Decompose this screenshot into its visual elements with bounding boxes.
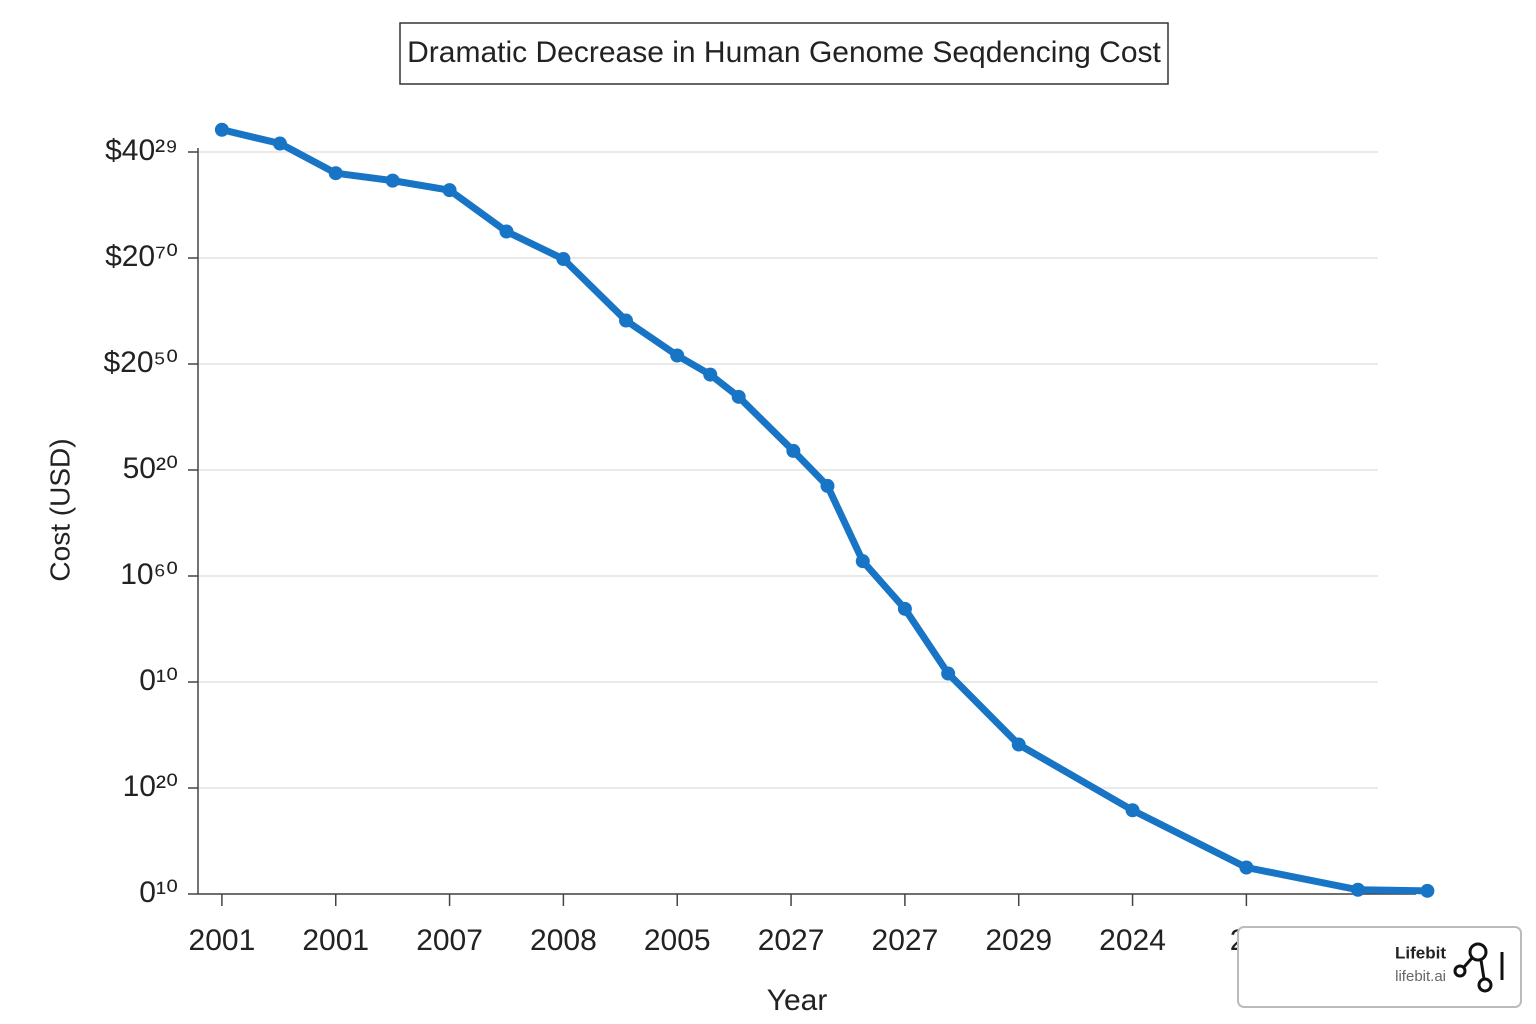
x-tick-label: 2001 [189,924,256,957]
data-point [703,367,718,382]
chart-title: Dramatic Decrease in Human Genome Seqden… [407,36,1161,69]
data-point [556,252,571,267]
y-tick-label: 10²⁰ [123,770,178,803]
y-tick-label: 0¹⁰ [139,876,178,909]
data-point [1420,883,1435,898]
x-tick-label: 2029 [985,924,1052,957]
logo-box [1237,926,1522,1008]
data-point [855,554,870,569]
x-tick-label: 2008 [530,924,597,957]
y-tick-label: $40²⁹ [105,134,178,167]
logo: Lifebit lifebit.ai [1237,926,1522,1008]
data-point [731,389,746,404]
y-tick-label: 10⁶⁰ [120,558,178,591]
x-tick-label: 2005 [644,924,711,957]
data-point [499,224,514,239]
x-tick-label: 2027 [872,924,939,957]
y-tick-label: 50²⁰ [123,452,178,485]
plot: 0¹⁰ 10²⁰ 0¹⁰ 10⁶⁰ 50²⁰ $20⁵⁰ $20⁷⁰ $40²⁹ 2001 200… [103,122,1435,957]
data-point [272,136,287,151]
x-tick-label: 2024 [1099,924,1166,957]
y-tick-label: 0¹⁰ [139,664,178,697]
logo-url: lifebit.ai [1395,968,1446,985]
data-point [1350,882,1365,897]
title-box [399,22,1169,85]
data-point [442,183,457,198]
x-axis-label: Year [767,984,828,1017]
data-point [1125,803,1140,818]
data-point [1239,860,1254,875]
data-point [385,173,400,188]
logo-icon [1453,942,1504,993]
data-point [328,166,343,181]
data-point [619,313,634,328]
data-point [820,478,835,493]
y-axis-label: Cost (USD) [44,438,75,581]
data-point [670,348,685,363]
data-point [1011,737,1026,752]
data-point [786,443,801,458]
x-tick-label: 2001 [302,924,369,957]
data-point [897,601,912,616]
data-point [214,122,229,137]
x-tick-label: 2007 [416,924,483,957]
data-point [941,666,956,681]
y-tick-label: $20⁵⁰ [103,346,178,379]
logo-name: Lifebit [1395,943,1446,962]
y-tick-label: $20⁷⁰ [105,240,178,273]
x-tick-label: 2027 [758,924,825,957]
series-line [221,126,1428,895]
